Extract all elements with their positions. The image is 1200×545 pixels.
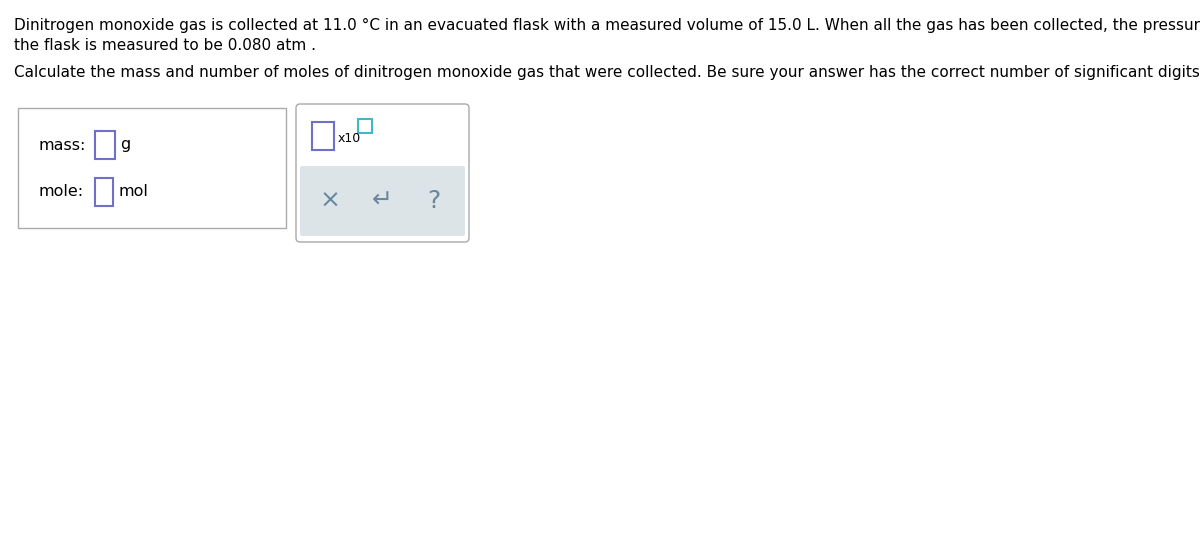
- Bar: [312, 122, 334, 150]
- Text: Dinitrogen monoxide gas is collected at 11.0 °C in an evacuated flask with a mea: Dinitrogen monoxide gas is collected at …: [14, 18, 1200, 33]
- Bar: [18, 108, 286, 228]
- FancyBboxPatch shape: [296, 104, 469, 242]
- Text: ?: ?: [427, 189, 440, 213]
- Text: x10: x10: [338, 131, 361, 144]
- Text: ×: ×: [319, 189, 341, 213]
- Text: Calculate the mass and number of moles of dinitrogen monoxide gas that were coll: Calculate the mass and number of moles o…: [14, 65, 1200, 80]
- Text: g: g: [120, 137, 131, 153]
- Text: ↵: ↵: [372, 189, 392, 213]
- Text: the flask is measured to be 0.080 atm .: the flask is measured to be 0.080 atm .: [14, 38, 316, 53]
- Bar: [95, 178, 113, 206]
- Text: mole:: mole:: [38, 185, 83, 199]
- Bar: [95, 131, 115, 159]
- Bar: [358, 119, 372, 133]
- FancyBboxPatch shape: [300, 166, 466, 236]
- Text: mass:: mass:: [38, 137, 85, 153]
- Text: mol: mol: [118, 185, 148, 199]
